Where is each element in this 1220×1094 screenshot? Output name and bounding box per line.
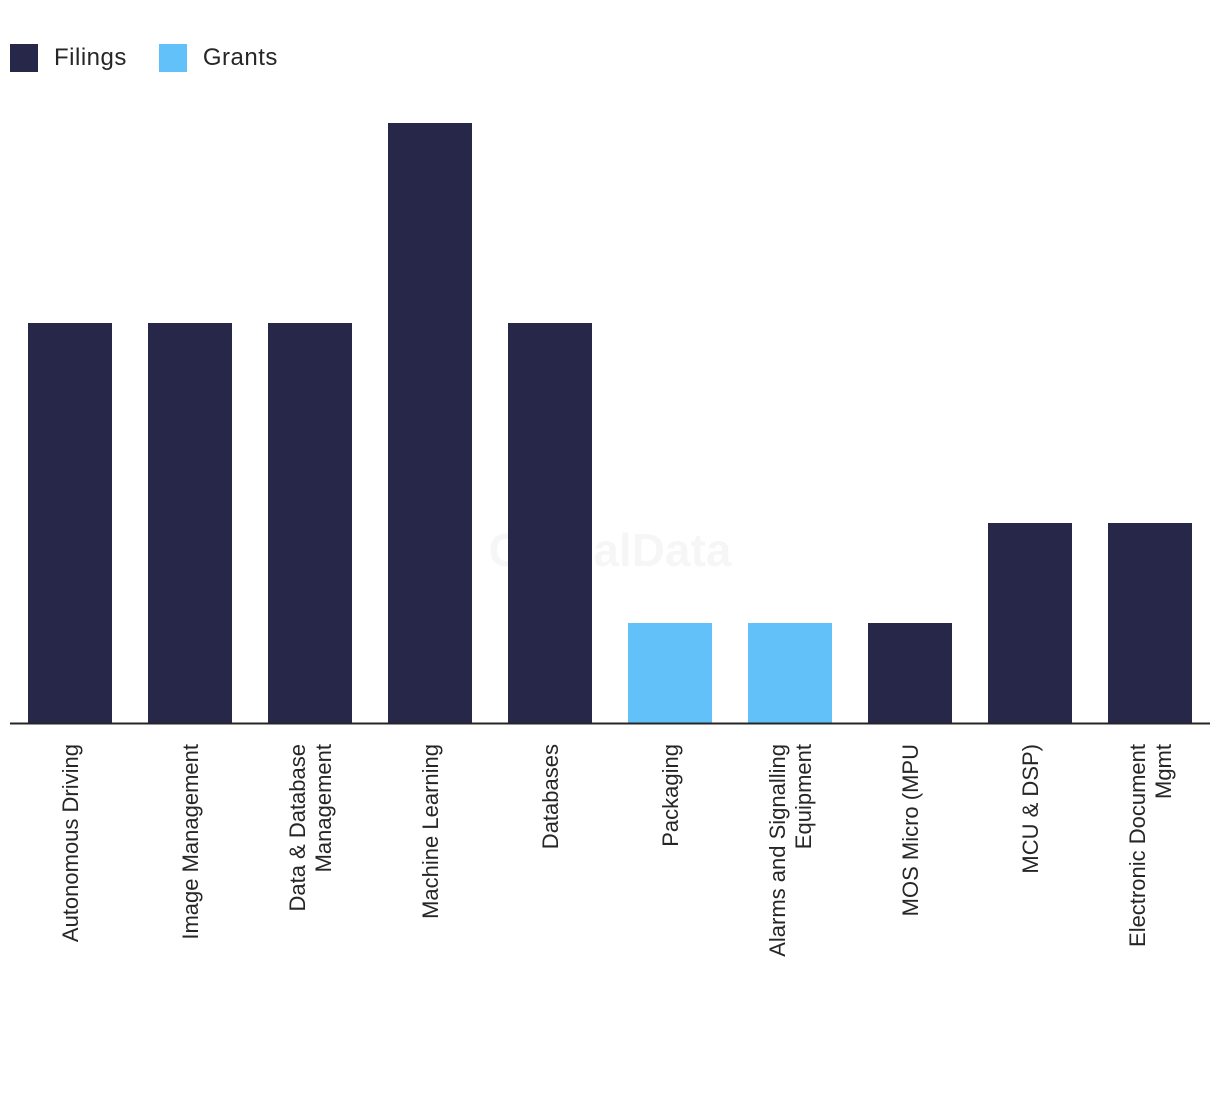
bar-1 <box>148 323 232 723</box>
bar-8 <box>988 523 1072 723</box>
x-tick-label-2: Data & DatabaseManagement <box>285 744 336 912</box>
x-tick-label-line: Alarms and Signalling <box>765 744 790 957</box>
legend-swatch-grants <box>158 44 187 72</box>
x-tick-label-5: Packaging <box>658 744 683 847</box>
x-tick-label-3: Machine Learning <box>418 744 443 919</box>
bar-3 <box>388 123 472 723</box>
x-tick-label-line: Equipment <box>791 744 816 849</box>
legend-label-grants: Grants <box>202 44 278 71</box>
x-tick-label-line: Image Management <box>178 744 203 940</box>
x-tick-label-4: Databases <box>538 744 563 849</box>
bar-5 <box>628 623 712 723</box>
legend: Filings Grants <box>10 44 310 72</box>
x-tick-label-1: Image Management <box>178 744 203 940</box>
bar-4 <box>508 323 592 723</box>
x-tick-label-7: MOS Micro (MPU <box>898 744 923 916</box>
x-tick-label-line: Mgmt <box>1151 744 1176 799</box>
x-tick-label-6: Alarms and SignallingEquipment <box>765 744 816 957</box>
x-tick-label-line: Autonomous Driving <box>58 744 83 942</box>
x-tick-label-line: Management <box>311 744 336 872</box>
legend-item-grants: Grants <box>158 44 278 72</box>
x-tick-label-9: Electronic DocumentMgmt <box>1125 744 1176 947</box>
bar-7 <box>868 623 952 723</box>
x-tick-label-8: MCU & DSP) <box>1018 744 1043 874</box>
bar-0 <box>28 323 112 723</box>
bar-6 <box>748 623 832 723</box>
x-tick-label-line: Databases <box>538 744 563 849</box>
legend-label-filings: Filings <box>54 44 127 71</box>
x-tick-label-line: Packaging <box>658 744 683 847</box>
x-tick-label-line: MCU & DSP) <box>1018 744 1043 874</box>
x-tick-label-line: MOS Micro (MPU <box>898 744 923 916</box>
x-tick-label-0: Autonomous Driving <box>58 744 83 942</box>
x-tick-label-line: Data & Database <box>285 744 310 912</box>
legend-swatch-filings <box>10 44 38 72</box>
x-tick-label-line: Machine Learning <box>418 744 443 919</box>
x-tick-label-line: Electronic Document <box>1125 744 1150 947</box>
bar-9 <box>1108 523 1192 723</box>
legend-item-filings: Filings <box>10 44 127 72</box>
bar-2 <box>268 323 352 723</box>
